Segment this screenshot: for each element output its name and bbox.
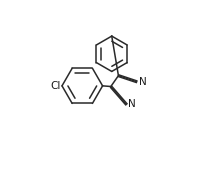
Text: Cl: Cl [50,81,61,91]
Text: N: N [128,99,136,109]
Text: N: N [139,77,147,87]
